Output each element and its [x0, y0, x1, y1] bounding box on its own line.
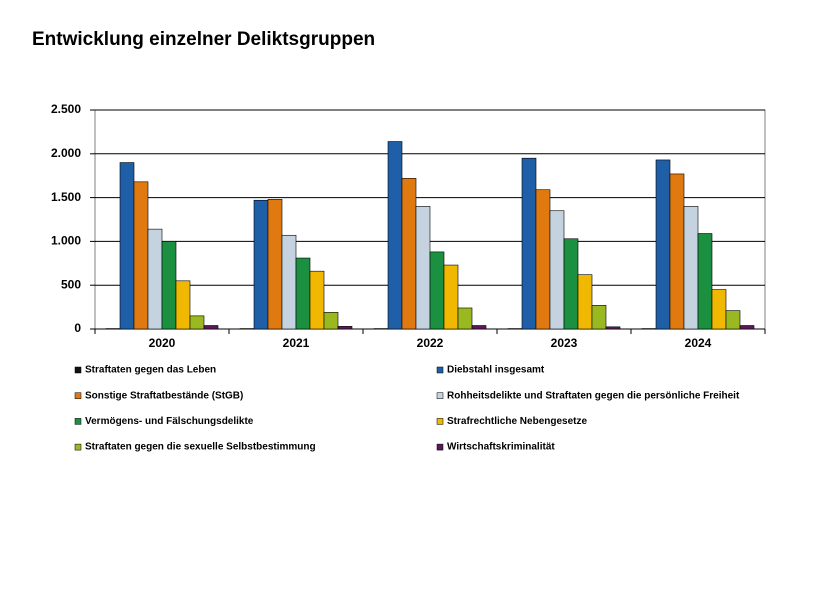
- legend-label: Vermögens- und Fälschungsdelikte: [85, 416, 254, 427]
- bar: [175, 280, 191, 330]
- bar: [189, 315, 205, 330]
- x-tick-label: 2024: [685, 336, 712, 350]
- bar: [323, 312, 339, 330]
- bar: [669, 173, 685, 330]
- legend-swatch: [74, 366, 82, 374]
- x-tick-label: 2023: [551, 336, 578, 350]
- bar: [655, 159, 671, 330]
- y-tick-label: 1.500: [51, 190, 81, 204]
- y-tick-label: 500: [61, 277, 81, 291]
- bar: [605, 326, 621, 330]
- y-tick-label: 2.000: [51, 146, 81, 160]
- x-tick-label: 2022: [417, 336, 444, 350]
- bar: [725, 310, 741, 330]
- legend-label: Rohheitsdelikte und Straftaten gegen die…: [447, 390, 740, 401]
- bar: [549, 210, 565, 330]
- bar: [521, 157, 537, 330]
- bar: [309, 270, 325, 330]
- bar: [471, 325, 487, 330]
- legend-label: Wirtschaftskriminalität: [447, 442, 555, 453]
- legend-label: Sonstige Straftatbestände (StGB): [85, 390, 243, 401]
- y-tick-label: 0: [74, 321, 81, 335]
- bar: [563, 238, 579, 330]
- bar: [535, 189, 551, 330]
- bar: [203, 325, 219, 330]
- x-tick-label: 2021: [283, 336, 310, 350]
- bar: [591, 305, 607, 330]
- bar: [429, 251, 445, 330]
- bar: [253, 199, 269, 330]
- legend-swatch: [74, 392, 82, 399]
- bar: [161, 241, 177, 330]
- bar: [683, 206, 699, 330]
- legend-swatch: [436, 392, 444, 399]
- legend-swatch: [436, 366, 444, 374]
- bar: [295, 257, 311, 330]
- bar: [711, 289, 727, 330]
- bar: [147, 228, 163, 330]
- legend-label: Straftaten gegen das Leben: [85, 365, 216, 376]
- legend-swatch: [436, 418, 444, 425]
- bar: [401, 178, 417, 330]
- bar: [443, 264, 459, 330]
- x-tick-label: 2020: [149, 336, 176, 350]
- bar: [739, 325, 755, 330]
- legend-label: Straftaten gegen die sexuelle Selbstbest…: [85, 442, 316, 453]
- y-tick-label: 1.000: [51, 234, 81, 248]
- bar: [133, 181, 149, 330]
- bar: [415, 206, 431, 330]
- y-tick-label: 2.500: [51, 102, 81, 116]
- bar: [697, 233, 713, 330]
- bar: [337, 326, 353, 330]
- bar: [577, 274, 593, 330]
- legend-swatch: [436, 443, 444, 451]
- legend-label: Diebstahl insgesamt: [447, 365, 545, 376]
- legend-swatch: [74, 418, 82, 425]
- bar: [387, 141, 403, 330]
- bar: [267, 199, 283, 330]
- legend-label: Strafrechtliche Nebengesetze: [447, 416, 587, 427]
- chart-title: Entwicklung einzelner Deliktsgruppen: [32, 29, 375, 50]
- bar: [281, 234, 297, 330]
- bar: [119, 162, 135, 330]
- bar: [457, 307, 473, 330]
- legend-swatch: [74, 443, 82, 451]
